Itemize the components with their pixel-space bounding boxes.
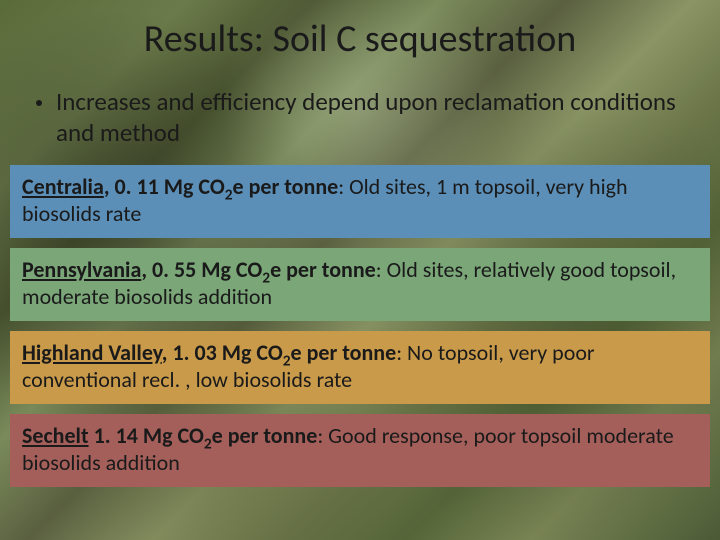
bullet-item: Increases and efficiency depend upon rec… xyxy=(0,86,720,165)
band-highland-valley: Highland Valley, 1. 03 Mg CO2e per tonne… xyxy=(10,331,710,404)
subscript-2: 2 xyxy=(225,185,233,204)
bullet-text: Increases and efficiency depend upon rec… xyxy=(56,86,684,149)
band-lead: , 1. 03 Mg CO2e per tonne xyxy=(162,339,396,366)
band-lead: 1. 14 Mg CO2e per tonne xyxy=(89,422,318,449)
band-location: Highland Valley xyxy=(22,339,162,366)
bullet-marker xyxy=(36,100,42,106)
slide-content: Results: Soil C sequestration Increases … xyxy=(0,0,720,540)
band-location: Centralia xyxy=(22,173,104,200)
subscript-2: 2 xyxy=(204,434,212,453)
band-centralia: Centralia, 0. 11 Mg CO2e per tonne: Old … xyxy=(10,165,710,238)
band-location: Sechelt xyxy=(22,422,89,449)
band-lead: , 0. 11 Mg CO2e per tonne xyxy=(104,173,338,200)
band-location: Pennsylvania xyxy=(22,256,141,283)
band-pennsylvania: Pennsylvania, 0. 55 Mg CO2e per tonne: O… xyxy=(10,248,710,321)
slide-title: Results: Soil C sequestration xyxy=(0,16,720,86)
band-sechelt: Sechelt 1. 14 Mg CO2e per tonne: Good re… xyxy=(10,414,710,487)
band-lead: , 0. 55 Mg CO2e per tonne xyxy=(141,256,375,283)
